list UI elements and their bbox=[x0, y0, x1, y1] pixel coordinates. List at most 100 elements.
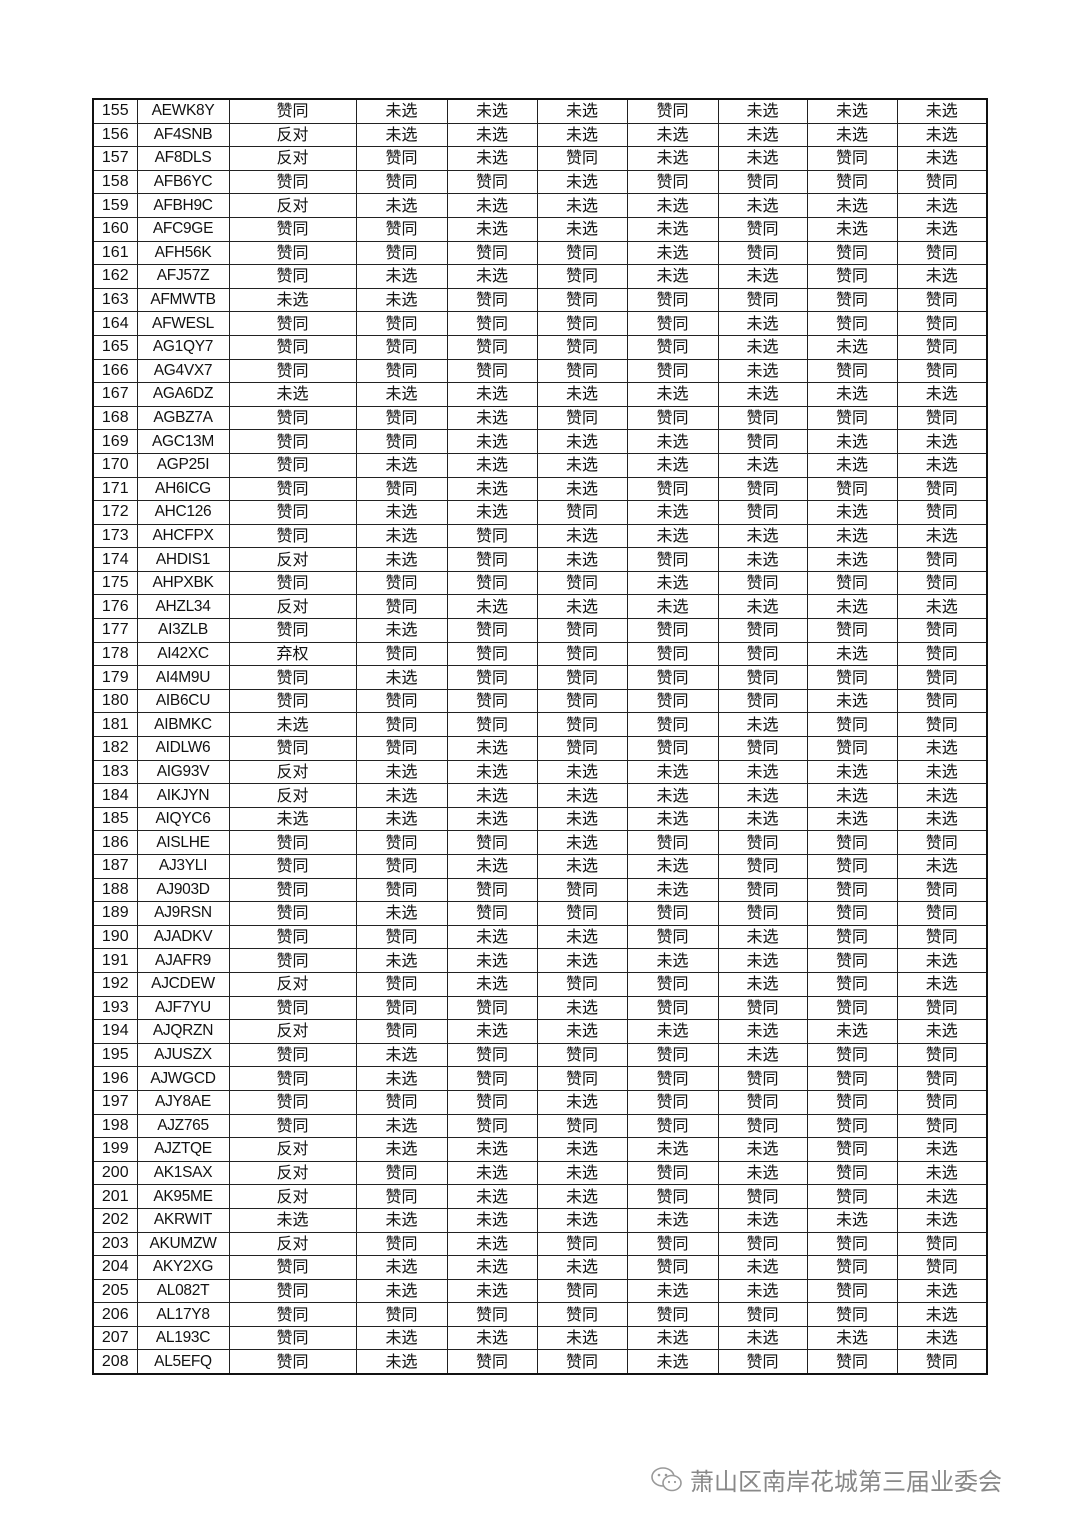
vote-cell: 赞同 bbox=[896, 240, 988, 266]
row-number: 164 bbox=[92, 311, 138, 336]
vote-cell: 未选 bbox=[228, 1207, 357, 1233]
vote-cell: 赞同 bbox=[626, 1113, 719, 1139]
vote-cell: 赞同 bbox=[896, 311, 988, 336]
vote-cell: 未选 bbox=[446, 452, 538, 478]
table-row: 184 AIKJYN 反对 未选 未选 未选 未选 未选 未选 未选 bbox=[92, 783, 988, 808]
row-number: 199 bbox=[92, 1137, 138, 1162]
row-number: 169 bbox=[92, 429, 138, 454]
voter-code: AFJ57Z bbox=[136, 264, 230, 289]
vote-cell: 赞同 bbox=[446, 169, 538, 195]
vote-cell: 未选 bbox=[717, 264, 808, 289]
vote-cell: 未选 bbox=[896, 122, 988, 148]
row-number: 181 bbox=[92, 712, 138, 738]
vote-cell: 未选 bbox=[536, 547, 628, 572]
vote-cell: 赞同 bbox=[717, 1349, 808, 1375]
vote-cell: 赞同 bbox=[228, 1325, 357, 1351]
vote-cell: 未选 bbox=[626, 877, 719, 903]
row-number: 166 bbox=[92, 358, 138, 384]
vote-cell: 赞同 bbox=[228, 311, 357, 336]
table-row: 201 AK95ME 反对 赞同 未选 未选 赞同 赞同 赞同 未选 bbox=[92, 1184, 988, 1209]
row-number: 203 bbox=[92, 1231, 138, 1257]
vote-cell: 赞同 bbox=[536, 146, 628, 171]
row-number: 196 bbox=[92, 1066, 138, 1091]
row-number: 207 bbox=[92, 1325, 138, 1351]
vote-cell: 未选 bbox=[626, 382, 719, 407]
vote-cell: 未选 bbox=[536, 193, 628, 218]
vote-cell: 赞同 bbox=[626, 405, 719, 431]
table-row: 179 AI4M9U 赞同 未选 赞同 赞同 赞同 赞同 赞同 赞同 bbox=[92, 665, 988, 690]
vote-cell: 赞同 bbox=[626, 1231, 719, 1257]
row-number: 182 bbox=[92, 736, 138, 761]
vote-cell: 赞同 bbox=[806, 1231, 898, 1257]
vote-cell: 反对 bbox=[228, 1137, 357, 1162]
vote-cell: 未选 bbox=[355, 759, 448, 785]
vote-cell: 未选 bbox=[355, 382, 448, 407]
vote-cell: 未选 bbox=[626, 594, 719, 620]
vote-cell: 赞同 bbox=[717, 736, 808, 761]
vote-cell: 未选 bbox=[536, 1160, 628, 1186]
table-row: 171 AH6ICG 赞同 赞同 未选 未选 赞同 赞同 赞同 赞同 bbox=[92, 476, 988, 502]
vote-cell: 赞同 bbox=[355, 1160, 448, 1186]
table-row: 170 AGP25I 赞同 未选 未选 未选 未选 未选 未选 未选 bbox=[92, 452, 988, 478]
vote-cell: 未选 bbox=[355, 122, 448, 148]
vote-results-table: 155 AEWK8Y 赞同 未选 未选 未选 赞同 未选 未选 未选 156 AF4SNB 反对 未选 未选… bbox=[92, 98, 988, 1376]
voter-code: AL5EFQ bbox=[136, 1349, 230, 1375]
vote-cell: 赞同 bbox=[717, 854, 808, 879]
vote-cell: 未选 bbox=[536, 759, 628, 785]
table-row: 158 AFB6YC 赞同 赞同 赞同 未选 赞同 赞同 赞同 赞同 bbox=[92, 169, 988, 195]
vote-cell: 未选 bbox=[228, 287, 357, 313]
vote-cell: 未选 bbox=[446, 146, 538, 171]
vote-cell: 赞同 bbox=[896, 1113, 988, 1139]
vote-cell: 赞同 bbox=[626, 688, 719, 714]
vote-cell: 赞同 bbox=[626, 358, 719, 384]
vote-cell: 赞同 bbox=[896, 830, 988, 855]
vote-cell: 未选 bbox=[355, 1137, 448, 1162]
voter-code: AHPXBK bbox=[136, 570, 230, 596]
vote-cell: 赞同 bbox=[896, 1231, 988, 1257]
vote-cell: 未选 bbox=[355, 948, 448, 973]
table-row: 185 AIQYC6 未选 未选 未选 未选 未选 未选 未选 未选 bbox=[92, 806, 988, 832]
vote-cell: 未选 bbox=[446, 806, 538, 832]
vote-cell: 赞同 bbox=[896, 476, 988, 502]
vote-cell: 未选 bbox=[806, 193, 898, 218]
vote-cell: 未选 bbox=[446, 736, 538, 761]
vote-cell: 未选 bbox=[536, 594, 628, 620]
vote-cell: 赞同 bbox=[228, 665, 357, 690]
vote-cell: 赞同 bbox=[626, 971, 719, 997]
vote-cell: 赞同 bbox=[896, 1255, 988, 1280]
vote-cell: 赞同 bbox=[717, 429, 808, 454]
vote-cell: 未选 bbox=[896, 1160, 988, 1186]
row-number: 185 bbox=[92, 806, 138, 832]
vote-cell: 赞同 bbox=[228, 523, 357, 549]
vote-cell: 赞同 bbox=[717, 405, 808, 431]
table-row: 192 AJCDEW 反对 赞同 未选 赞同 赞同 未选 赞同 未选 bbox=[92, 971, 988, 997]
voter-code: AJZTQE bbox=[136, 1137, 230, 1162]
vote-cell: 未选 bbox=[355, 452, 448, 478]
vote-cell: 赞同 bbox=[536, 1113, 628, 1139]
row-number: 183 bbox=[92, 759, 138, 785]
table-row: 157 AF8DLS 反对 赞同 未选 赞同 未选 未选 赞同 未选 bbox=[92, 146, 988, 171]
vote-cell: 未选 bbox=[355, 287, 448, 313]
table-row: 206 AL17Y8 赞同 赞同 赞同 赞同 赞同 赞同 赞同 未选 bbox=[92, 1302, 988, 1327]
vote-cell: 赞同 bbox=[446, 1302, 538, 1327]
vote-cell: 未选 bbox=[896, 1184, 988, 1209]
voter-code: AHCFPX bbox=[136, 523, 230, 549]
vote-cell: 赞同 bbox=[355, 216, 448, 242]
vote-cell: 未选 bbox=[717, 1160, 808, 1186]
vote-cell: 未选 bbox=[896, 146, 988, 171]
vote-cell: 未选 bbox=[896, 216, 988, 242]
row-number: 186 bbox=[92, 830, 138, 855]
vote-cell: 赞同 bbox=[717, 665, 808, 690]
vote-cell: 赞同 bbox=[355, 830, 448, 855]
table-row: 197 AJY8AE 赞同 赞同 赞同 未选 赞同 赞同 赞同 赞同 bbox=[92, 1089, 988, 1115]
vote-cell: 赞同 bbox=[228, 334, 357, 360]
vote-cell: 赞同 bbox=[536, 1231, 628, 1257]
voter-code: AF4SNB bbox=[136, 122, 230, 148]
vote-cell: 赞同 bbox=[717, 1231, 808, 1257]
voter-code: AEWK8Y bbox=[136, 98, 230, 124]
table-row: 204 AKY2XG 赞同 未选 未选 未选 赞同 未选 赞同 赞同 bbox=[92, 1255, 988, 1280]
vote-cell: 赞同 bbox=[806, 1066, 898, 1091]
vote-cell: 赞同 bbox=[896, 712, 988, 738]
vote-cell: 未选 bbox=[626, 193, 719, 218]
vote-cell: 赞同 bbox=[626, 641, 719, 667]
